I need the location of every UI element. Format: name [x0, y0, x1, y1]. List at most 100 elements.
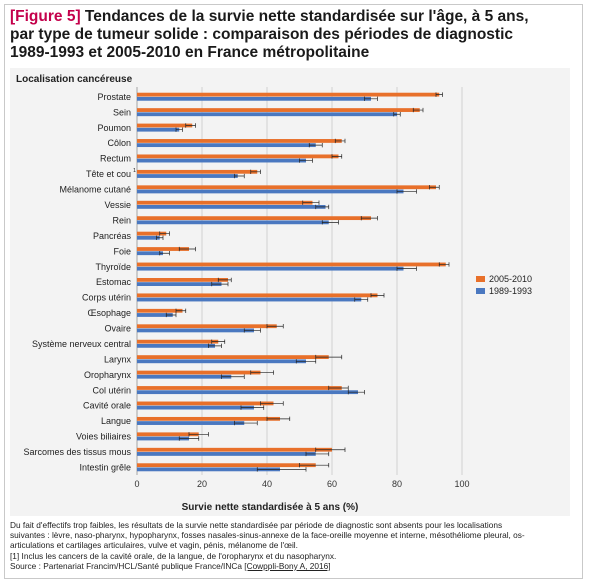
title-line-3: 1989-1993 et 2005-2010 en France métropo…	[10, 44, 370, 61]
category-label-24: Intestin grêle	[79, 462, 131, 472]
bar-recent-16	[137, 339, 219, 344]
legend-swatch-0	[476, 276, 485, 282]
error-bar-recent-3	[334, 138, 346, 144]
x-tick-label-80: 80	[392, 479, 402, 489]
note-line-1: Du fait d'effectifs trop faibles, les ré…	[10, 520, 503, 530]
category-labels: Prostate Sein Poumon Côlon Rectum Tête et cou…	[23, 92, 136, 473]
error-bar-recent-9	[159, 231, 170, 236]
x-tick-labels: 0 20 40 60 80 100	[134, 479, 469, 489]
category-label-14: Œsophage	[87, 308, 131, 318]
note-line-2: suivantes : lèvre, naso-pharynx, hypopha…	[10, 530, 525, 541]
category-label-20: Cavité orale	[83, 401, 131, 411]
error-bar-early-23	[305, 451, 330, 457]
error-bar-early-4	[299, 158, 313, 163]
bar-recent-0	[137, 92, 440, 97]
legend-label-1: 1989-1993	[489, 286, 532, 296]
error-bar-recent-1	[412, 107, 424, 113]
source-line: Source : Partenariat Francim/HCL/Santé p…	[10, 561, 575, 571]
bar-recent-23	[137, 447, 332, 452]
bars	[137, 92, 446, 472]
bar-recent-18	[137, 370, 261, 375]
bar-recent-9	[137, 231, 167, 236]
error-bar-recent-21	[266, 416, 291, 422]
category-marker-5: 1	[133, 168, 136, 174]
bar-recent-1	[137, 108, 420, 112]
bar-early-18	[137, 374, 232, 379]
bar-early-17	[137, 359, 306, 364]
bar-early-0	[137, 96, 371, 101]
bar-early-14	[137, 313, 173, 317]
footnote: [1] Inclus les cancers de la cavité oral…	[10, 550, 337, 561]
bar-early-19	[137, 390, 358, 395]
bar-recent-8	[137, 216, 371, 221]
x-tick-label-60: 60	[327, 479, 337, 489]
bar-recent-11	[137, 262, 446, 267]
bar-early-2	[137, 127, 180, 132]
error-bar-early-9	[156, 235, 164, 240]
bar-early-3	[137, 143, 316, 148]
category-label-13: Corps utérin	[82, 293, 131, 303]
bar-recent-7	[137, 200, 313, 205]
bar-recent-24	[137, 463, 316, 468]
category-label-5: Tête et cou	[86, 169, 131, 179]
bar-early-20	[137, 405, 254, 410]
error-bar-early-18	[221, 374, 245, 379]
title-line-1: Tendances de la survie nette standardisé…	[80, 8, 529, 25]
error-bar-early-12	[211, 281, 229, 287]
figure-notes: Du fait d'effectifs trop faibles, les ré…	[10, 520, 575, 571]
error-bar-recent-12	[217, 277, 232, 283]
error-bar-early-6	[396, 189, 417, 194]
error-bar-recent-19	[328, 385, 349, 391]
error-bar-recent-23	[315, 447, 346, 452]
category-label-7: Vessie	[104, 200, 131, 210]
error-bar-early-2	[175, 127, 183, 132]
bar-early-8	[137, 220, 329, 225]
bar-recent-3	[137, 139, 342, 143]
bar-recent-12	[137, 278, 228, 282]
bar-early-1	[137, 112, 397, 117]
error-bar-recent-10	[178, 246, 196, 252]
title-line-2: par type de tumeur solide : comparaison …	[10, 26, 514, 43]
category-label-4: Rectum	[100, 154, 131, 164]
bar-recent-22	[137, 432, 199, 437]
bar-recent-21	[137, 416, 280, 421]
bar-early-10	[137, 251, 163, 256]
error-bar-recent-22	[188, 432, 209, 437]
category-label-10: Foie	[113, 246, 131, 256]
error-bar-recent-6	[429, 185, 440, 190]
error-bar-early-10	[159, 251, 170, 256]
category-label-16: Système nerveux central	[32, 339, 131, 349]
error-bar-early-19	[347, 389, 365, 395]
bar-recent-5	[137, 169, 258, 174]
category-axis-title: Localisation cancéreuse	[16, 74, 133, 85]
error-bar-recent-2	[185, 123, 196, 128]
bar-recent-4	[137, 154, 339, 159]
legend-label-0: 2005-2010	[489, 274, 532, 284]
bar-early-4	[137, 158, 306, 163]
error-bar-early-22	[178, 436, 200, 441]
x-tick-label-20: 20	[197, 479, 207, 489]
bar-early-6	[137, 189, 404, 194]
category-label-6: Mélanome cutané	[59, 185, 131, 195]
error-bar-recent-17	[315, 354, 343, 360]
category-label-22: Voies biliaires	[76, 432, 132, 442]
category-label-15: Ovaire	[104, 324, 131, 334]
bar-early-7	[137, 205, 326, 209]
error-bar-recent-20	[260, 401, 284, 406]
legend-swatch-1	[476, 288, 485, 294]
x-tick-label-40: 40	[262, 479, 272, 489]
category-label-21: Langue	[101, 416, 131, 426]
error-bar-recent-4	[331, 154, 343, 159]
error-bar-recent-5	[250, 169, 261, 175]
bar-early-21	[137, 421, 245, 425]
error-bar-recent-0	[435, 92, 443, 97]
bar-early-24	[137, 467, 280, 472]
error-bar-recent-24	[299, 462, 330, 468]
bar-early-13	[137, 297, 362, 302]
bar-recent-10	[137, 247, 189, 251]
bar-recent-20	[137, 401, 274, 406]
bar-early-23	[137, 452, 316, 456]
error-bar-early-24	[256, 467, 307, 472]
bar-early-5	[137, 174, 238, 178]
category-label-11: Thyroïde	[95, 262, 131, 272]
